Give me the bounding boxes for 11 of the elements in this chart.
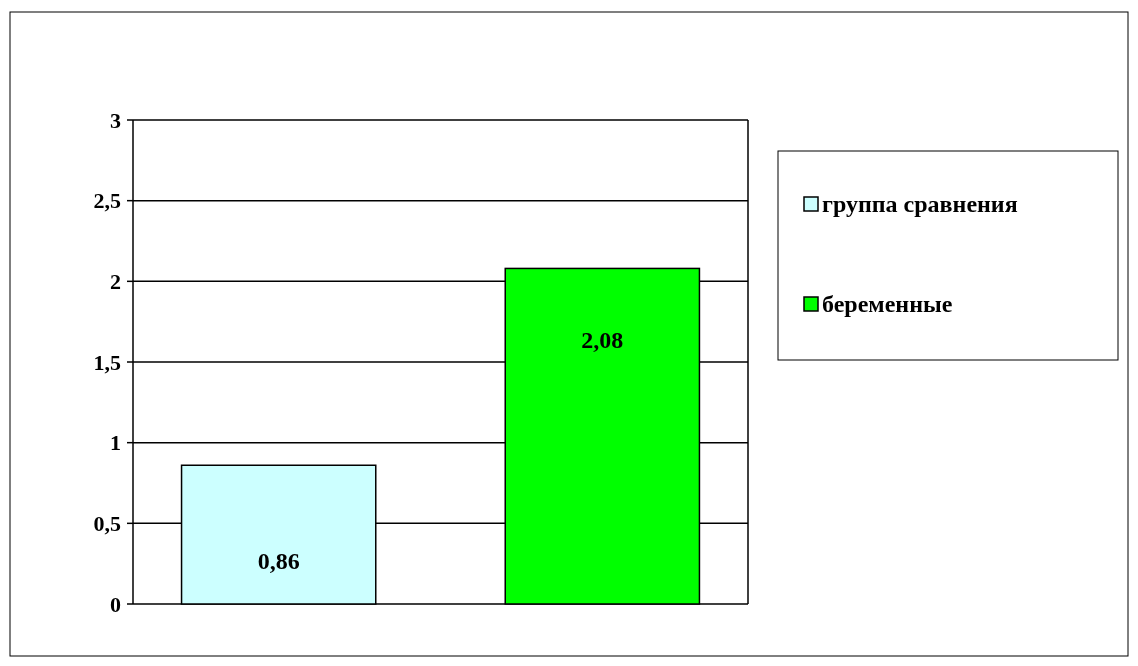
y-tick-label: 1,5 [93, 349, 121, 375]
legend-label: беременные [822, 291, 953, 318]
y-tick-label: 2,5 [93, 188, 121, 214]
legend-label: группа сравнения [822, 191, 1018, 218]
y-tick-label: 2 [110, 269, 121, 295]
y-tick-label: 0 [110, 591, 121, 617]
y-tick-label: 3 [110, 107, 121, 133]
y-tick-label: 1 [110, 430, 121, 456]
y-tick-label: 0,5 [93, 511, 121, 537]
data-label: 2,08 [581, 327, 624, 354]
data-label: 0,86 [257, 548, 300, 574]
